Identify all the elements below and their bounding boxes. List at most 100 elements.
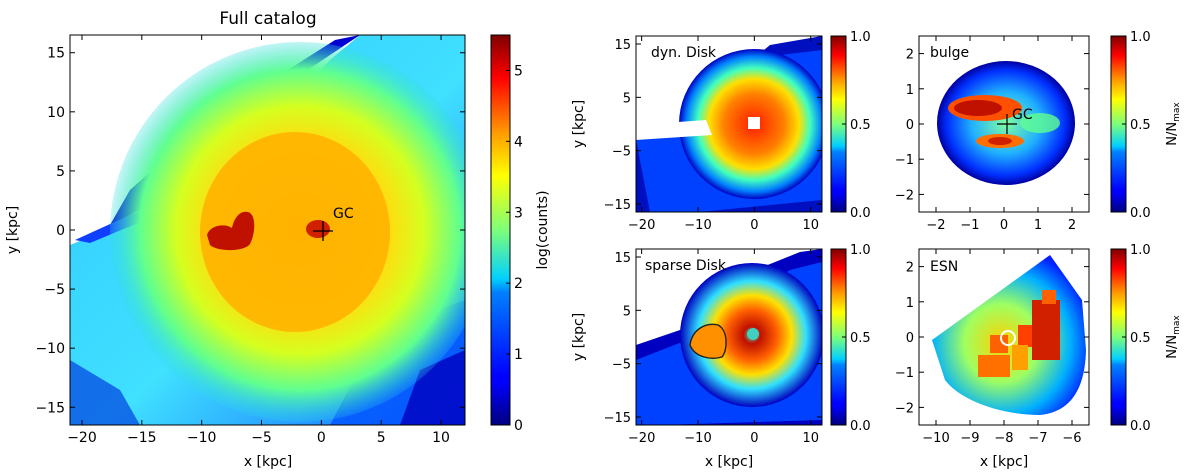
full-catalog-heatmap: GC xyxy=(70,35,465,425)
bulge-label: bulge xyxy=(930,45,969,61)
bulge-gc-label: GC xyxy=(1012,107,1033,123)
dyn-disk-label: dyn. Disk xyxy=(651,45,717,61)
colorbar-tick-label: 1.0 xyxy=(850,30,871,45)
x-tick-label: 5 xyxy=(377,430,386,446)
x-tick-label: −5 xyxy=(251,430,272,446)
y-tick-label: −15 xyxy=(35,400,65,416)
colorbar-tick-label: 2 xyxy=(514,276,523,292)
y-tick-label: 15 xyxy=(47,46,65,62)
bulge-panel: GC bulge −2 −1 0 1 2 −2 −1 0 1 2 0.0 0.5 1.0 N/Nmax xyxy=(895,30,1182,233)
y-tick-label: 1 xyxy=(906,83,914,98)
sparse-disk-colorbar-ticks: 0.0 0.5 1.0 xyxy=(842,243,871,434)
y-tick-label: 2 xyxy=(906,48,914,63)
x-tick-label: −20 xyxy=(628,431,655,446)
y-tick-label: 0 xyxy=(906,118,914,133)
sparse-disk-label: sparse Disk xyxy=(645,258,727,274)
y-tick-label: −15 xyxy=(604,411,631,426)
full-catalog-xlabel: x [kpc] xyxy=(244,454,292,470)
x-tick-label: −8 xyxy=(994,431,1013,446)
x-tick-label: −10 xyxy=(684,218,711,233)
dyn-disk-frame xyxy=(635,35,823,213)
full-catalog-colorbar-label: log(counts) xyxy=(535,190,551,269)
x-tick-label: −6 xyxy=(1062,431,1081,446)
colorbar-tick-label: 0.0 xyxy=(850,206,871,221)
bulge-heatmap: GC xyxy=(919,36,1089,212)
y-tick-label: −5 xyxy=(44,282,65,298)
y-tick-label: −2 xyxy=(895,401,914,416)
dyn-disk-heatmap xyxy=(636,36,822,212)
x-tick-label: 1 xyxy=(1034,218,1042,233)
colorbar-tick-label: 1.0 xyxy=(850,243,871,258)
bulge-colorbar-ticks: 0.0 0.5 1.0 xyxy=(1122,30,1151,221)
sparse-disk-panel: sparse Disk −20 −10 0 10 −15 −5 5 15 x [kpc] y … xyxy=(571,243,871,470)
y-tick-label: 5 xyxy=(623,91,631,106)
x-tick-label: −15 xyxy=(127,430,157,446)
y-tick-label: 15 xyxy=(614,38,631,53)
x-tick-label: 2 xyxy=(1068,218,1076,233)
bulge-colorbar-label: N/Nmax xyxy=(1165,102,1182,146)
x-tick-label: −7 xyxy=(1028,431,1047,446)
bulge-axes: −2 −1 0 1 2 −2 −1 0 1 2 xyxy=(895,36,1089,233)
colorbar-tick-label: 0 xyxy=(514,418,523,434)
dyn-disk-axes: −20 −10 0 10 −15 −5 5 15 xyxy=(604,36,822,233)
colorbar-tick-label: 1.0 xyxy=(1130,243,1151,258)
colorbar-tick-label: 5 xyxy=(514,63,523,79)
sparse-disk-xlabel: x [kpc] xyxy=(705,454,753,470)
sparse-disk-axes: −20 −10 0 10 −15 −5 5 15 xyxy=(604,249,822,446)
x-tick-label: 10 xyxy=(802,218,819,233)
x-tick-label: 10 xyxy=(802,431,819,446)
x-tick-label: 0 xyxy=(1000,218,1008,233)
esn-colorbar-ticks: 0.0 0.5 1.0 xyxy=(1122,243,1151,434)
colorbar-tick-label: 0.5 xyxy=(1130,331,1151,346)
esn-colorbar-label: N/Nmax xyxy=(1165,315,1182,359)
sparse-disk-frame xyxy=(635,248,823,426)
x-tick-label: −10 xyxy=(684,431,711,446)
y-tick-label: −5 xyxy=(612,145,631,160)
x-tick-label: 0 xyxy=(750,218,758,233)
x-tick-label: 0 xyxy=(750,431,758,446)
full-catalog-colorbar-ticks: 0 1 2 3 4 5 xyxy=(506,63,523,434)
full-catalog-colorbar xyxy=(490,34,511,426)
colorbar-tick-label: 4 xyxy=(514,134,523,150)
x-tick-label: −20 xyxy=(67,430,97,446)
esn-label: ESN xyxy=(930,259,958,275)
y-tick-label: −10 xyxy=(35,341,65,357)
dyn-disk-colorbar-ticks: 0.0 0.5 1.0 xyxy=(842,30,871,221)
galactic-center-marker xyxy=(313,221,333,241)
x-tick-label: −20 xyxy=(628,218,655,233)
y-tick-label: 5 xyxy=(56,164,65,180)
sparse-disk-ylabel: y [kpc] xyxy=(571,313,587,361)
esn-heatmap xyxy=(919,249,1089,425)
y-tick-label: 2 xyxy=(906,261,914,276)
esn-xlabel: x [kpc] xyxy=(980,454,1028,470)
colorbar-tick-label: 0.0 xyxy=(850,419,871,434)
colorbar-tick-label: 0.0 xyxy=(1130,419,1151,434)
colorbar-tick-label: 1.0 xyxy=(1130,30,1151,45)
x-tick-label: 0 xyxy=(317,430,326,446)
dyn-disk-ylabel: y [kpc] xyxy=(571,100,587,148)
x-tick-label: 10 xyxy=(432,430,450,446)
colorbar-tick-label: 3 xyxy=(514,205,523,221)
y-tick-label: 0 xyxy=(56,223,65,239)
colorbar-tick-label: 0.5 xyxy=(850,331,871,346)
bulge-galactic-center-marker xyxy=(997,114,1017,134)
y-tick-label: −5 xyxy=(612,358,631,373)
sparse-disk-heatmap xyxy=(636,249,822,425)
full-catalog-ylabel: y [kpc] xyxy=(5,206,21,254)
x-tick-label: −1 xyxy=(960,218,979,233)
y-tick-label: −2 xyxy=(895,188,914,203)
y-tick-label: 10 xyxy=(47,105,65,121)
x-tick-label: −10 xyxy=(922,431,949,446)
full-catalog-title: Full catalog xyxy=(219,9,316,29)
y-tick-label: −1 xyxy=(895,366,914,381)
x-tick-label: −2 xyxy=(926,218,945,233)
colorbar-tick-label: 0.5 xyxy=(1130,118,1151,133)
y-tick-label: 5 xyxy=(623,304,631,319)
x-tick-label: −10 xyxy=(187,430,217,446)
x-tick-label: −9 xyxy=(960,431,979,446)
